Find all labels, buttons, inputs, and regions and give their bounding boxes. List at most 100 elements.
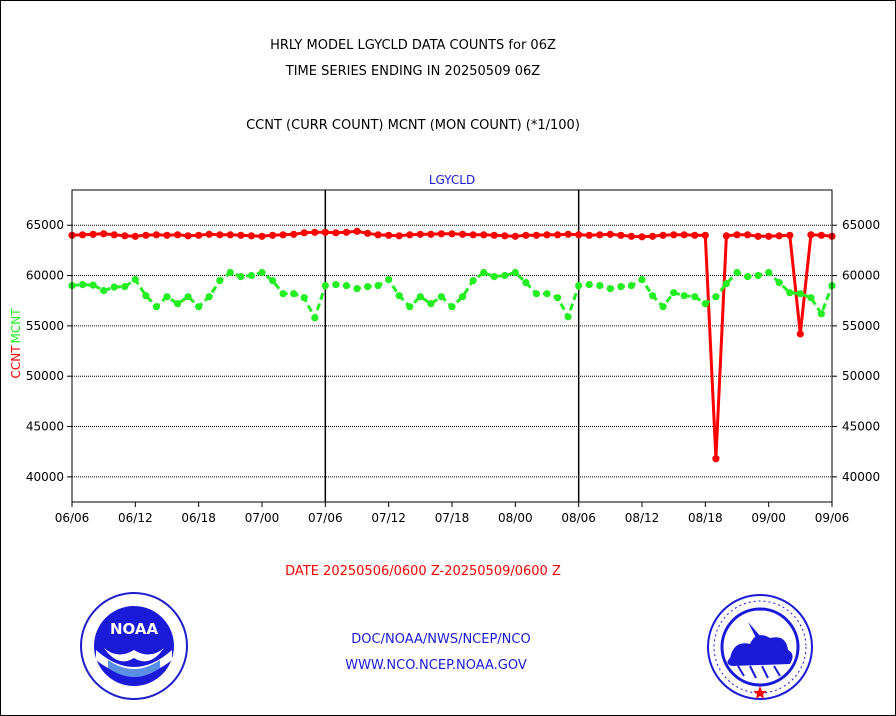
data-point-ccnt [807, 231, 815, 239]
data-point-ccnt [691, 231, 699, 239]
data-point-ccnt [311, 228, 319, 236]
data-point-mcnt [691, 293, 699, 301]
data-point-ccnt [680, 231, 688, 239]
y-tick-label-right: 40000 [842, 470, 880, 484]
data-point-ccnt [459, 230, 467, 238]
data-point-mcnt [342, 282, 350, 290]
data-point-ccnt [279, 231, 287, 239]
data-point-ccnt [89, 230, 97, 238]
data-point-mcnt [649, 292, 657, 300]
data-point-ccnt [100, 230, 108, 238]
data-point-mcnt [174, 300, 182, 308]
data-point-mcnt [152, 303, 160, 311]
data-point-mcnt [247, 271, 255, 280]
data-point-ccnt [258, 232, 266, 240]
data-point-ccnt [195, 231, 203, 239]
plot-title: LGYCLD [429, 173, 475, 187]
data-point-ccnt [205, 230, 213, 238]
data-point-ccnt [416, 230, 424, 238]
y-tick-label-right: 65000 [842, 218, 880, 232]
data-point-mcnt [311, 314, 319, 322]
series-ccnt [68, 227, 836, 463]
axis-layer: 40000 40000 45000 45000 50000 50000 55000 55000… [26, 218, 880, 525]
data-point-ccnt [575, 231, 583, 239]
data-point-ccnt [543, 231, 551, 239]
data-point-mcnt [765, 268, 773, 277]
data-point-ccnt [554, 231, 562, 239]
data-point-ccnt [269, 231, 277, 239]
y-tick-label-left: 45000 [26, 420, 64, 434]
data-point-mcnt [786, 289, 794, 297]
y-tick-label-right: 60000 [842, 269, 880, 283]
data-point-mcnt [258, 268, 266, 277]
data-point-ccnt [110, 231, 118, 239]
data-point-mcnt [554, 294, 562, 302]
data-point-mcnt [364, 283, 372, 291]
y-tick-label-left: 55000 [26, 319, 64, 333]
data-point-ccnt [395, 232, 403, 240]
data-point-mcnt [226, 268, 234, 277]
data-point-mcnt [216, 277, 224, 285]
data-point-ccnt [152, 231, 160, 239]
data-point-ccnt [744, 231, 752, 239]
data-point-mcnt [712, 293, 720, 301]
data-point-ccnt [226, 231, 234, 239]
data-point-mcnt [807, 294, 815, 302]
data-point-ccnt [237, 231, 245, 239]
data-point-mcnt [490, 273, 498, 281]
data-point-ccnt [131, 232, 139, 240]
data-point-ccnt [490, 231, 498, 239]
data-point-mcnt [680, 292, 688, 300]
y-tick-label-right: 50000 [842, 369, 880, 383]
data-point-mcnt [353, 285, 361, 293]
data-point-ccnt [142, 231, 150, 239]
data-point-mcnt [89, 281, 97, 289]
data-point-mcnt [416, 293, 424, 301]
chart-subtitle: CCNT (CURR COUNT) MCNT (MON COUNT) (*1/1… [246, 118, 580, 133]
data-point-ccnt [617, 231, 625, 239]
nws-logo [707, 594, 813, 700]
series-layer [68, 227, 836, 463]
series-line-ccnt [71, 229, 833, 459]
data-point-ccnt [817, 231, 826, 239]
data-point-mcnt [269, 277, 277, 285]
data-point-ccnt [364, 229, 372, 237]
data-point-mcnt [670, 289, 678, 297]
data-point-ccnt [79, 231, 87, 239]
data-point-ccnt [290, 230, 298, 238]
data-point-ccnt [649, 232, 657, 240]
chart-title-line1: HRLY MODEL LGYCLD DATA COUNTS for 06Z [270, 38, 556, 53]
data-point-ccnt [437, 230, 445, 238]
data-point-mcnt [406, 303, 414, 311]
data-point-mcnt [131, 276, 139, 284]
data-point-mcnt [522, 279, 530, 287]
data-point-mcnt [142, 292, 150, 300]
x-tick-label: 09/06 [815, 511, 850, 525]
data-point-ccnt [754, 232, 762, 240]
series-mcnt [68, 268, 836, 322]
data-point-mcnt [659, 303, 667, 311]
data-point-mcnt [195, 303, 203, 311]
data-point-ccnt [216, 231, 224, 239]
data-point-mcnt [617, 283, 625, 291]
data-point-mcnt [374, 282, 382, 290]
data-point-ccnt [564, 230, 572, 238]
x-tick-label: 07/06 [308, 511, 343, 525]
data-point-mcnt [775, 279, 783, 287]
data-point-ccnt [163, 231, 171, 239]
y-tick-label-left: 40000 [26, 470, 64, 484]
data-point-mcnt [395, 292, 403, 300]
noaa-logo-text: NOAA [110, 620, 159, 638]
data-point-mcnt [638, 276, 646, 284]
data-point-ccnt [480, 231, 488, 239]
data-point-ccnt [501, 232, 509, 240]
data-point-mcnt [469, 277, 477, 285]
data-point-mcnt [744, 273, 752, 281]
data-point-ccnt [300, 229, 308, 237]
data-point-ccnt [638, 233, 646, 241]
data-point-ccnt [353, 227, 361, 235]
data-point-ccnt [596, 231, 604, 239]
data-point-mcnt [385, 276, 393, 284]
data-point-mcnt [575, 282, 583, 290]
data-point-ccnt [321, 228, 329, 236]
